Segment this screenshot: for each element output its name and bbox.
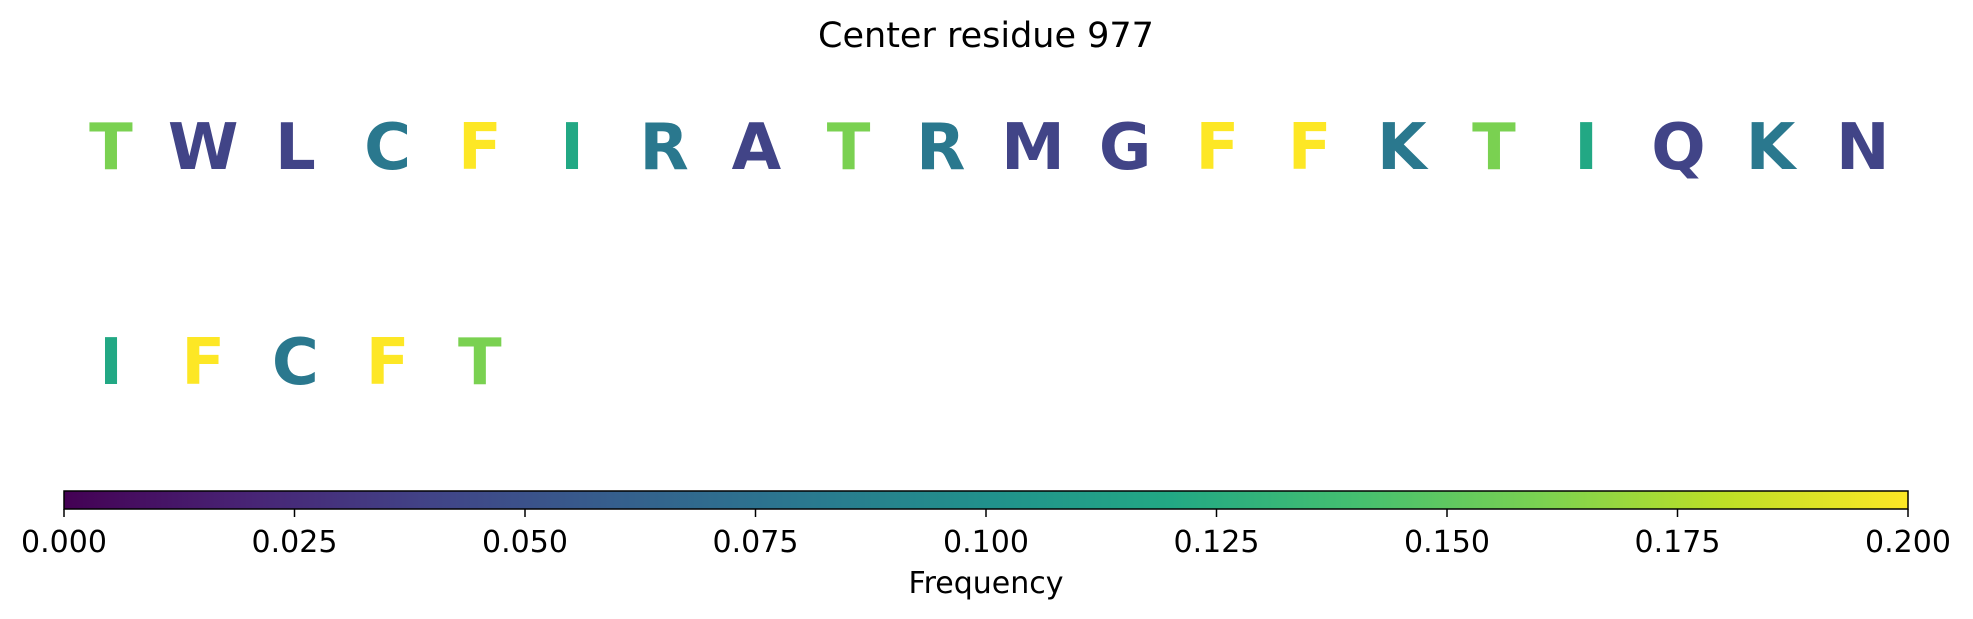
chart-title: Center residue 977: [818, 16, 1154, 56]
colorbar-tick-label: 0.125: [1174, 525, 1260, 560]
colorbar-tick-label: 0.100: [943, 525, 1029, 560]
residue-letter: L: [275, 111, 316, 185]
residue-letter: Q: [1651, 111, 1705, 185]
residue-letter: K: [1377, 111, 1429, 185]
residue-letter: F: [1196, 111, 1240, 185]
residue-letter: A: [732, 111, 782, 185]
residue-letter: T: [1472, 111, 1516, 185]
residue-letter: I: [1574, 111, 1598, 185]
residue-letter: R: [640, 111, 689, 185]
colorbar-tick-label: 0.200: [1865, 525, 1951, 560]
colorbar-tick-label: 0.150: [1404, 525, 1490, 560]
residue-letter: T: [827, 111, 871, 185]
residue-letter: C: [272, 326, 319, 400]
residue-letter: I: [99, 326, 123, 400]
residue-letter: T: [458, 326, 502, 400]
residue-letter: F: [1288, 111, 1332, 185]
residue-letter: N: [1836, 111, 1890, 185]
colorbar-tick-label: 0.175: [1635, 525, 1721, 560]
residue-letter: K: [1746, 111, 1798, 185]
residue-letters: T W L C F I R A T R M G F F K T I Q K NI F C F T: [89, 111, 1889, 400]
residue-letter: I: [560, 111, 584, 185]
colorbar-ticks: 0.000 0.025 0.050 0.075 0.100 0.125 0.150 0.175…: [21, 509, 1951, 560]
colorbar-tick-label: 0.050: [482, 525, 568, 560]
residue-letter: T: [89, 111, 133, 185]
residue-letter: W: [168, 111, 239, 185]
colorbar: [63, 490, 1909, 510]
colorbar-tick-label: 0.000: [21, 525, 107, 560]
residue-letter: R: [916, 111, 965, 185]
residue-letter: G: [1099, 111, 1152, 185]
residue-letter: C: [364, 111, 411, 185]
colorbar-tick-label: 0.025: [252, 525, 338, 560]
colorbar-tick-label: 0.075: [713, 525, 799, 560]
residue-letter: F: [366, 326, 410, 400]
residue-letter: F: [458, 111, 502, 185]
colorbar-label: Frequency: [909, 566, 1064, 601]
residue-letter: F: [181, 326, 225, 400]
residue-letter: M: [1001, 111, 1065, 185]
